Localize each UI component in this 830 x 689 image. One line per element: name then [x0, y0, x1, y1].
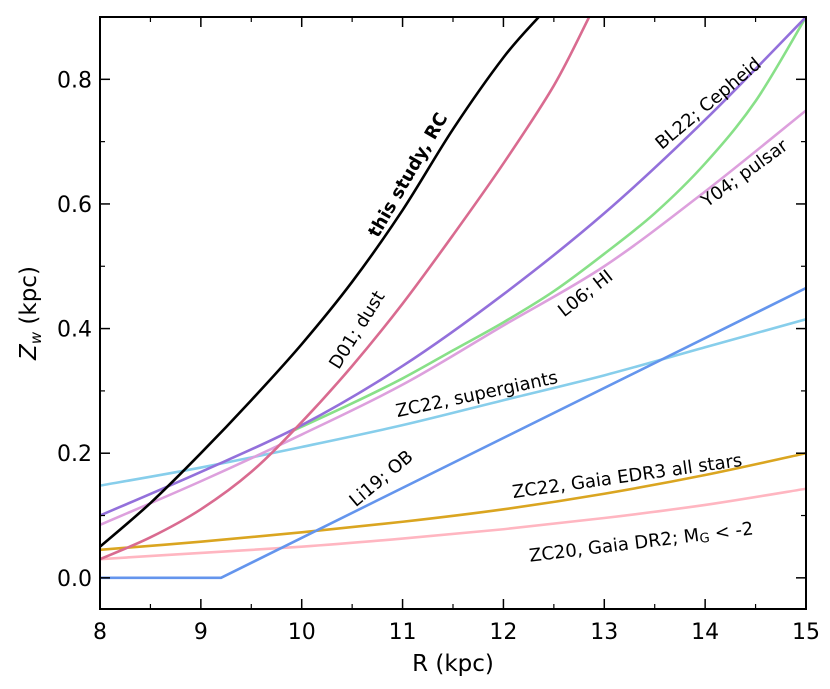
x-tick-label: 12 [489, 620, 517, 645]
y-tick-label: 0.4 [57, 318, 92, 343]
y-tick-label: 0.8 [57, 68, 92, 93]
x-axis-title: R (kpc) [412, 651, 494, 677]
x-tick-label: 10 [288, 620, 316, 645]
y-tick-label: 0.2 [57, 442, 92, 467]
series-line-l06 [290, 17, 806, 433]
y-tick-label: 0.0 [57, 567, 92, 592]
ticks-layer: 8 9 10 11 12 13 14 15 0.0 0.2 0.4 0.6 0.8 [57, 17, 820, 645]
series-line-y04 [100, 109, 806, 527]
series-line-li19 [100, 286, 806, 580]
y-axis-title-main: Z [16, 343, 42, 361]
x-tick-label: 11 [389, 620, 417, 645]
y-axis-title-sub: w [27, 331, 45, 344]
series-line-zc22s [100, 317, 806, 487]
x-tick-label: 15 [792, 620, 820, 645]
series-line-zc22g [100, 451, 806, 552]
x-tick-label: 14 [691, 620, 719, 645]
x-tick-label: 13 [590, 620, 618, 645]
y-axis-title-unit: (kpc) [16, 266, 42, 332]
y-tick-label: 0.6 [57, 193, 92, 218]
y-axis-title: Zw (kpc) [16, 266, 45, 361]
series-line-d01 [100, 17, 591, 561]
label-zc20-sub: G [699, 531, 711, 547]
x-tick-label: 8 [93, 620, 107, 645]
series-line-bl22 [100, 17, 806, 517]
series-line-rc [100, 17, 541, 548]
series-layer [100, 17, 806, 580]
series-line-zc20 [100, 487, 806, 561]
x-tick-label: 9 [194, 620, 208, 645]
plot-background [100, 17, 806, 609]
